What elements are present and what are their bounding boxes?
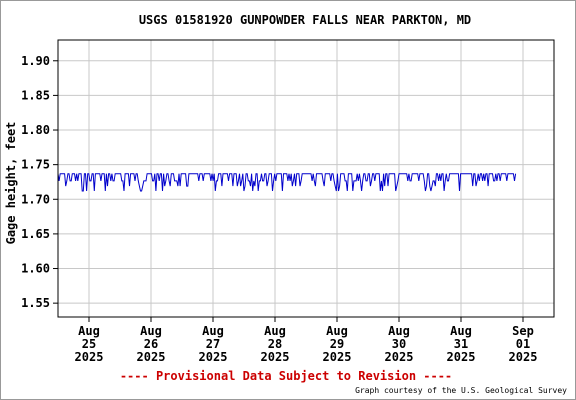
x-tick-label: 2025: [509, 350, 538, 364]
y-axis-label: Gage height, feet: [4, 122, 18, 245]
x-tick-label: 30: [392, 337, 406, 351]
x-tick-label: 2025: [385, 350, 414, 364]
y-tick-label: 1.70: [21, 192, 50, 206]
x-tick-label: Sep: [512, 324, 534, 338]
x-tick-label: 2025: [323, 350, 352, 364]
x-tick-label: Aug: [264, 324, 286, 338]
chart-title: USGS 01581920 GUNPOWDER FALLS NEAR PARKT…: [139, 13, 471, 27]
y-tick-label: 1.75: [21, 158, 50, 172]
y-tick-label: 1.80: [21, 123, 50, 137]
y-tick-label: 1.90: [21, 54, 50, 68]
x-tick-label: 01: [516, 337, 530, 351]
x-tick-label: 2025: [447, 350, 476, 364]
x-tick-label: Aug: [326, 324, 348, 338]
x-tick-label: 28: [268, 337, 282, 351]
y-axis: 1.55 1.60 1.65 1.70 1.75 1.80 1.85 1.90: [21, 54, 58, 310]
x-tick-label: 2025: [137, 350, 166, 364]
x-tick-label: Aug: [450, 324, 472, 338]
x-tick-label: 31: [454, 337, 468, 351]
x-tick-label: 2025: [261, 350, 290, 364]
provisional-notice: ---- Provisional Data Subject to Revisio…: [120, 369, 452, 383]
x-tick-label: 2025: [75, 350, 104, 364]
x-tick-label: 27: [206, 337, 220, 351]
y-tick-label: 1.55: [21, 296, 50, 310]
plot-frame: [57, 39, 555, 318]
x-axis: Aug252025Aug262025Aug272025Aug282025Aug2…: [75, 317, 538, 364]
x-tick-label: Aug: [140, 324, 162, 338]
x-tick-label: Aug: [202, 324, 224, 338]
series-layer: [57, 173, 517, 192]
x-tick-label: 26: [144, 337, 158, 351]
gage-height-series-line: [57, 173, 517, 192]
x-tick-label: 2025: [199, 350, 228, 364]
y-tick-label: 1.65: [21, 227, 50, 241]
y-tick-label: 1.85: [21, 88, 50, 102]
x-tick-label: 29: [330, 337, 344, 351]
x-tick-label: Aug: [388, 324, 410, 338]
credit-text: Graph courtesy of the U.S. Geological Su…: [355, 386, 567, 395]
x-tick-label: 25: [82, 337, 96, 351]
y-tick-label: 1.60: [21, 262, 50, 276]
x-tick-label: Aug: [78, 324, 100, 338]
